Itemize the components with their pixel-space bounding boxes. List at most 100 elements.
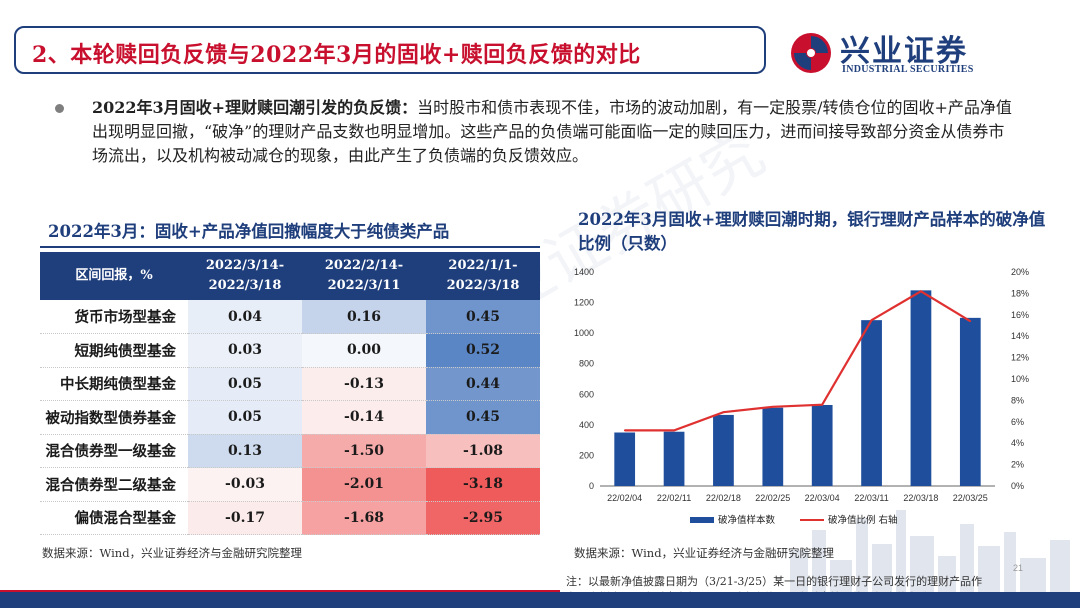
legend-bar-label: 破净值样本数 xyxy=(718,514,776,526)
row-label: 短期纯债型基金 xyxy=(40,333,188,368)
table-header-cell: 2022/2/14- 2022/3/11 xyxy=(302,252,426,300)
y-right-tick-label: 10% xyxy=(1011,374,1029,384)
table-cell: -2.95 xyxy=(426,501,540,535)
table-row: 短期纯债型基金 0.03 0.00 0.52 xyxy=(40,333,540,368)
y-left-tick-label: 1000 xyxy=(574,328,594,338)
y-right-tick-label: 4% xyxy=(1011,438,1024,448)
y-left-tick-label: 600 xyxy=(579,389,594,399)
table-cell: 0.04 xyxy=(188,300,302,334)
logo-text-en: INDUSTRIAL SECURITIES xyxy=(842,64,974,75)
skyline-decoration xyxy=(790,510,1070,592)
y-right-tick-label: 2% xyxy=(1011,460,1024,470)
table-cell: 0.05 xyxy=(188,400,302,435)
chart-line-point xyxy=(722,411,725,413)
legend-line-label: 破净值比例 右轴 xyxy=(828,514,898,526)
y-right-tick-label: 14% xyxy=(1011,331,1029,341)
table-cell: -1.08 xyxy=(426,434,540,468)
bullet-icon xyxy=(55,104,64,113)
chart-line-point xyxy=(920,290,922,293)
y-right-tick-label: 16% xyxy=(1011,310,1029,320)
chart-line-series xyxy=(624,289,971,432)
chart-bar xyxy=(861,320,882,486)
bullet-lead: 2022年3月固收+理财赎回潮引发的负反馈： xyxy=(92,98,418,117)
y-left-tick-label: 0 xyxy=(589,481,594,491)
y-right-tick-label: 0% xyxy=(1011,481,1024,491)
logo-mark-icon xyxy=(791,33,831,73)
table-cell: -0.14 xyxy=(302,400,426,435)
header-line: 2022/3/18 xyxy=(446,278,520,293)
row-label: 偏债混合型基金 xyxy=(40,501,188,535)
table-cell: -0.03 xyxy=(188,467,302,502)
y-right-tick-label: 8% xyxy=(1011,395,1024,405)
x-tick-label: 22/03/18 xyxy=(903,493,938,503)
combo-chart: 0 200 400 600 800 1000 1200 1400 0% 2% 4% 6% 8% 10% 12… xyxy=(574,267,1029,526)
bullet-body: 当时股市和债市表现不佳，市场的波动加剧，有一定股票/转债仓位的固收+产品净值出现… xyxy=(92,98,1012,165)
y-left-tick-label: 800 xyxy=(579,359,594,369)
x-tick-label: 22/02/25 xyxy=(755,493,790,503)
page-number: 21 xyxy=(1013,563,1024,573)
header-line: 2022/2/14- xyxy=(324,258,404,273)
bullet-paragraph: 2022年3月固收+理财赎回潮引发的负反馈：当时股市和债市表现不佳，市场的波动加… xyxy=(92,96,1012,168)
legend-bar-swatch xyxy=(690,517,714,523)
table-row: 货币市场型基金 0.04 0.16 0.45 xyxy=(40,300,540,334)
x-tick-label: 22/02/18 xyxy=(706,493,741,503)
table-cell: -1.68 xyxy=(302,501,426,535)
chart-bar xyxy=(713,414,734,486)
x-tick-label: 22/03/04 xyxy=(805,493,840,503)
table-cell: -2.01 xyxy=(302,467,426,502)
table-row: 偏债混合型基金 -0.17 -1.68 -2.95 xyxy=(40,501,540,535)
row-label: 混合债券型二级基金 xyxy=(40,467,188,502)
table-cell: 0.00 xyxy=(302,333,426,368)
table-cell: 0.03 xyxy=(188,333,302,368)
chart-line-point xyxy=(821,403,823,406)
y-right-tick-label: 18% xyxy=(1011,288,1029,298)
chart-title: 2022年3月固收+理财赎回潮时期，银行理财产品样本的破净值比例（只数） xyxy=(578,210,1046,253)
row-label: 混合债券型一级基金 xyxy=(40,434,188,468)
footer-accent-line xyxy=(0,590,560,592)
source-note-left: 数据来源：Wind，兴业证券经济与金融研究院整理 xyxy=(42,546,303,560)
source-note-right: 数据来源：Wind，兴业证券经济与金融研究院整理 xyxy=(574,546,835,560)
y-right-tick-label: 6% xyxy=(1011,417,1024,427)
chart-bar xyxy=(663,431,685,486)
header-line: 2022/1/1- xyxy=(448,258,518,273)
x-tick-label: 22/02/04 xyxy=(607,493,642,503)
y-left-tick-label: 1400 xyxy=(574,267,594,277)
x-tick-label: 22/03/11 xyxy=(854,493,888,503)
returns-table: 区间回报，% 2022/3/14- 2022/3/18 2022/2/14- 202… xyxy=(40,252,540,535)
table-cell: -1.50 xyxy=(302,434,426,468)
y-right-tick-label: 12% xyxy=(1011,353,1029,363)
table-cell: -3.18 xyxy=(426,467,540,502)
chart-line-point xyxy=(772,406,774,408)
table-row: 混合债券型二级基金 -0.03 -2.01 -3.18 xyxy=(40,467,540,502)
y-left-tick-label: 400 xyxy=(579,420,594,430)
logo-text-cn: 兴业证券 xyxy=(840,34,968,69)
chart-bar xyxy=(959,317,981,486)
table-cell: 0.05 xyxy=(188,367,302,401)
x-tick-label: 22/03/25 xyxy=(953,493,988,503)
row-label: 中长期纯债型基金 xyxy=(40,367,188,401)
chart-line-point xyxy=(870,319,873,321)
table-cell: -0.17 xyxy=(188,501,302,535)
page-title: 2、本轮赎回负反馈与2022年3月的固收+赎回负反馈的对比 xyxy=(32,42,641,68)
header-line: 2022/3/18 xyxy=(208,278,282,293)
table-title-underline xyxy=(40,246,540,248)
row-label: 货币市场型基金 xyxy=(40,300,188,334)
footer-bar xyxy=(0,592,1080,608)
x-tick-label: 22/02/11 xyxy=(657,493,691,503)
table-cell: 0.45 xyxy=(426,400,540,435)
table-title: 2022年3月：固收+产品净值回撤幅度大于纯债类产品 xyxy=(48,222,450,241)
chart-line-point xyxy=(673,429,675,432)
table-cell: 0.52 xyxy=(426,333,540,368)
table-cell: 0.16 xyxy=(302,300,426,334)
chart-line-point xyxy=(623,429,626,432)
table-row: 混合债券型一级基金 0.13 -1.50 -1.08 xyxy=(40,434,540,468)
header-line: 2022/3/11 xyxy=(327,278,401,293)
title-bar: 2、本轮赎回负反馈与2022年3月的固收+赎回负反馈的对比 xyxy=(14,26,766,74)
footnote-line: 注：以最新净值披露日期为（3/21-3/25）某一日的银行理财子公司发行的理财产… xyxy=(566,575,983,588)
header-line: 2022/3/14- xyxy=(205,258,285,273)
table-header-cell: 2022/3/14- 2022/3/18 xyxy=(188,252,302,300)
chart-bar xyxy=(910,290,932,486)
y-right-tick-label: 20% xyxy=(1011,267,1029,277)
table-cell: 0.13 xyxy=(188,434,302,468)
table-cell: 0.45 xyxy=(426,300,540,334)
